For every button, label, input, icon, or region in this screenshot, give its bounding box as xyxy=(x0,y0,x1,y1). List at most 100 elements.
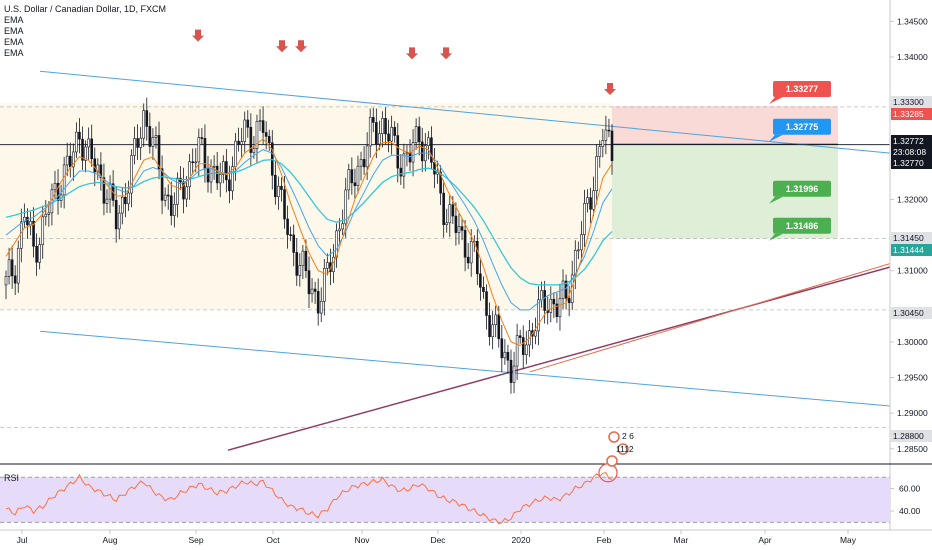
indicator-ema-2[interactable]: EMA xyxy=(4,26,24,36)
candle-up[interactable] xyxy=(381,118,384,134)
candle-up[interactable] xyxy=(142,110,146,139)
candle-down[interactable] xyxy=(99,164,103,179)
candle-down[interactable] xyxy=(267,136,271,144)
rsi-line[interactable] xyxy=(5,472,613,525)
candle-up[interactable] xyxy=(23,216,26,223)
candle-up[interactable] xyxy=(414,126,418,143)
candle-down[interactable] xyxy=(81,138,84,161)
candle-down[interactable] xyxy=(160,168,164,201)
candle-down[interactable] xyxy=(466,256,470,264)
candle-down[interactable] xyxy=(485,291,488,316)
candle-up[interactable] xyxy=(310,288,314,295)
candle-up[interactable] xyxy=(20,221,23,249)
candle-up[interactable] xyxy=(133,138,136,156)
candle-down[interactable] xyxy=(56,182,60,201)
channel-lower-line[interactable] xyxy=(39,330,891,407)
candle-up[interactable] xyxy=(240,141,243,145)
candle-down[interactable] xyxy=(68,155,72,168)
candle-down[interactable] xyxy=(157,135,161,170)
candle-up[interactable] xyxy=(405,152,409,155)
candle-down[interactable] xyxy=(439,171,442,194)
candle-up[interactable] xyxy=(29,220,32,226)
candle-up[interactable] xyxy=(457,226,461,233)
down-arrow-marker[interactable] xyxy=(406,47,418,60)
candle-down[interactable] xyxy=(136,138,139,148)
candle-up[interactable] xyxy=(47,212,51,215)
candle-up[interactable] xyxy=(378,133,381,145)
candle-up[interactable] xyxy=(255,121,259,149)
candle-up[interactable] xyxy=(44,213,48,218)
position-label-box[interactable] xyxy=(773,118,831,135)
candle-down[interactable] xyxy=(353,182,357,186)
candle-up[interactable] xyxy=(41,216,45,245)
candle-down[interactable] xyxy=(316,291,320,314)
candle-up[interactable] xyxy=(87,138,90,148)
event-flag-icon[interactable] xyxy=(606,455,618,467)
candle-up[interactable] xyxy=(127,192,130,205)
candle-up[interactable] xyxy=(469,241,473,264)
candle-down[interactable] xyxy=(396,135,400,169)
candle-down[interactable] xyxy=(506,351,510,361)
candle-up[interactable] xyxy=(512,365,516,383)
candle-up[interactable] xyxy=(338,228,341,232)
down-arrow-marker[interactable] xyxy=(295,40,307,53)
candle-down[interactable] xyxy=(362,159,366,168)
candle-up[interactable] xyxy=(402,153,406,177)
candle-up[interactable] xyxy=(583,203,586,235)
candle-up[interactable] xyxy=(448,204,452,224)
candle-up[interactable] xyxy=(234,140,237,167)
candle-down[interactable] xyxy=(567,297,571,304)
candle-up[interactable] xyxy=(243,119,247,142)
candle-down[interactable] xyxy=(350,169,354,184)
candle-up[interactable] xyxy=(108,183,112,200)
candle-up[interactable] xyxy=(491,324,494,338)
candle-up[interactable] xyxy=(411,142,415,163)
candle-up[interactable] xyxy=(7,259,11,277)
symbol-title[interactable]: U.S. Dollar / Canadian Dollar, 1D, FXCM xyxy=(4,4,167,14)
candle-down[interactable] xyxy=(371,117,375,123)
candle-up[interactable] xyxy=(390,127,393,142)
position-label-stop[interactable]: 1.33277 xyxy=(769,81,831,105)
candle-down[interactable] xyxy=(408,152,412,163)
candle-up[interactable] xyxy=(53,182,57,191)
candle-up[interactable] xyxy=(573,250,577,276)
down-arrow-marker[interactable] xyxy=(276,40,288,53)
candle-down[interactable] xyxy=(292,234,295,253)
candle-up[interactable] xyxy=(592,190,595,210)
candle-down[interactable] xyxy=(246,119,250,128)
candle-down[interactable] xyxy=(264,132,268,137)
candle-up[interactable] xyxy=(222,161,225,175)
candle-down[interactable] xyxy=(274,174,277,198)
candle-up[interactable] xyxy=(194,161,198,164)
candle-down[interactable] xyxy=(555,303,559,318)
position-label-box[interactable] xyxy=(773,81,831,98)
ema-slow-line[interactable] xyxy=(5,158,613,286)
candle-up[interactable] xyxy=(188,161,191,188)
candle-up[interactable] xyxy=(212,165,216,168)
rsi-indicator-label[interactable]: RSI xyxy=(4,473,20,483)
candle-down[interactable] xyxy=(145,110,149,127)
candle-down[interactable] xyxy=(375,122,378,145)
candle-up[interactable] xyxy=(105,198,109,204)
candle-down[interactable] xyxy=(26,216,29,226)
candle-up[interactable] xyxy=(4,276,8,286)
candle-down[interactable] xyxy=(286,218,289,235)
candle-down[interactable] xyxy=(607,129,611,132)
candle-down[interactable] xyxy=(295,252,299,276)
candle-down[interactable] xyxy=(564,280,568,299)
candle-down[interactable] xyxy=(433,161,436,175)
candle-up[interactable] xyxy=(117,212,121,230)
candle-up[interactable] xyxy=(601,140,605,147)
candle-up[interactable] xyxy=(368,117,372,147)
candle-up[interactable] xyxy=(326,262,329,269)
candle-up[interactable] xyxy=(301,250,305,266)
candle-up[interactable] xyxy=(173,204,176,216)
candle-up[interactable] xyxy=(65,155,69,166)
candle-up[interactable] xyxy=(139,137,142,148)
price-axis-ticks[interactable]: 1.34500 1.34000 1.32000 1.31000 1.30000 1.295… xyxy=(890,16,928,454)
candle-down[interactable] xyxy=(114,200,118,230)
candle-up[interactable] xyxy=(341,223,344,230)
candle-up[interactable] xyxy=(121,196,124,214)
candle-down[interactable] xyxy=(289,234,292,236)
